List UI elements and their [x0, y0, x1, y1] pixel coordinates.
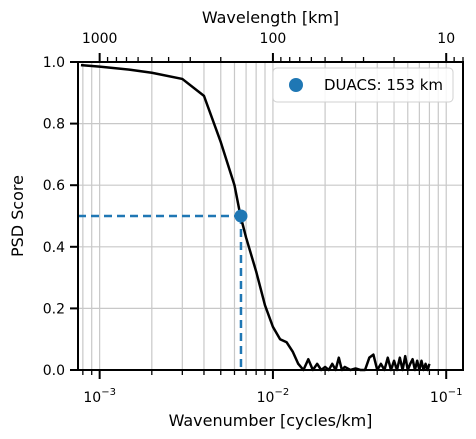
x-axis-label: Wavenumber [cycles/km]	[169, 411, 373, 430]
marker-layer	[234, 209, 248, 223]
y-tick-label: 0.8	[43, 117, 65, 133]
legend-marker-icon	[289, 78, 303, 92]
axes: 0.0 0.2 0.4 0.6 0.8 1.0 10−3 10−2 10−1 1000 100 10	[43, 31, 464, 406]
marker-guide-lines	[78, 214, 243, 370]
legend: DUACS: 153 km	[272, 67, 454, 103]
top-tick-label: 10	[437, 31, 455, 47]
plot-frame	[77, 61, 464, 371]
y-tick-label: 1.0	[43, 55, 65, 71]
series-layer	[80, 63, 431, 372]
top-tick-label: 100	[260, 31, 287, 47]
top-axis-label: Wavelength [km]	[202, 8, 339, 27]
legend-label: DUACS: 153 km	[324, 76, 443, 94]
y-tick-label: 0.4	[43, 240, 65, 256]
x-tick-label: 10−1	[430, 387, 463, 406]
y-tick-label: 0.2	[43, 301, 65, 317]
y-axis-label: PSD Score	[8, 175, 27, 257]
y-tick-label: 0.6	[43, 178, 65, 194]
x-tick-label: 10−3	[83, 387, 116, 406]
psd-score-line	[80, 63, 431, 372]
legend-box	[272, 67, 454, 103]
x-tick-label: 10−2	[257, 387, 290, 406]
duacs-marker-point	[234, 209, 248, 223]
top-tick-label: 1000	[82, 31, 118, 47]
y-tick-label: 0.0	[43, 363, 65, 379]
